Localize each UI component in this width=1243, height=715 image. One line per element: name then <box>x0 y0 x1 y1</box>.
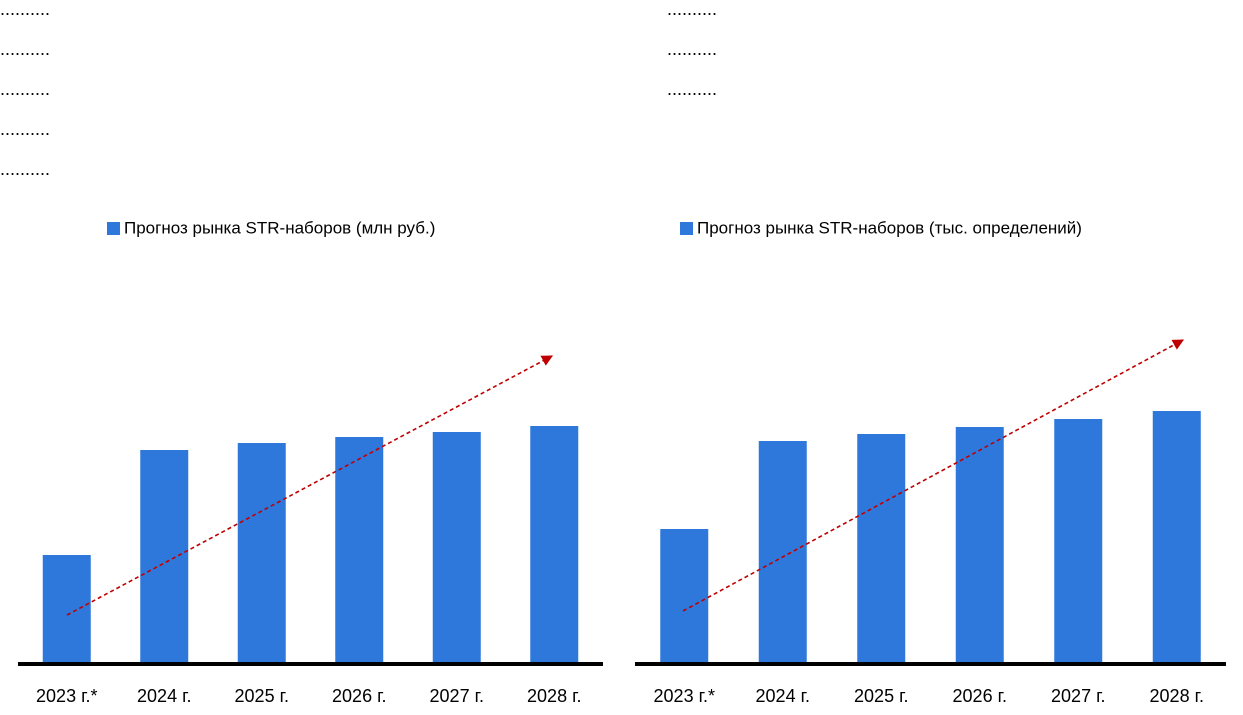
x-tick-label: 2024 г. <box>137 686 191 706</box>
bar <box>140 450 189 664</box>
placeholder-text: .......... <box>0 159 50 179</box>
placeholder-text: .......... <box>0 0 50 19</box>
bar <box>42 555 91 664</box>
bar <box>955 427 1004 664</box>
x-tick-label: 2024 г. <box>756 686 810 706</box>
bar <box>530 426 579 664</box>
placeholder-text: .......... <box>0 39 50 59</box>
bar <box>1152 411 1201 664</box>
legend-label: Прогноз рынка STR-наборов (млн руб.) <box>124 218 435 237</box>
trend-arrow <box>66 355 553 616</box>
x-tick-label: 2027 г. <box>430 686 484 706</box>
bar <box>1054 419 1103 664</box>
x-tick-label: 2028 г. <box>527 686 581 706</box>
x-tick-label: 2023 г.* <box>36 686 97 706</box>
bar <box>335 437 384 664</box>
legend-swatch <box>680 222 693 235</box>
placeholder-text: .......... <box>667 0 717 19</box>
placeholder-text: .......... <box>667 39 717 59</box>
placeholder-text: .......... <box>0 79 50 99</box>
x-tick-label: 2026 г. <box>332 686 386 706</box>
x-tick-label: 2025 г. <box>854 686 908 706</box>
x-tick-label: 2028 г. <box>1150 686 1204 706</box>
bar <box>758 441 807 664</box>
trend-arrow <box>682 339 1184 612</box>
bar <box>432 432 481 664</box>
bar <box>660 529 709 664</box>
x-tick-label: 2026 г. <box>953 686 1007 706</box>
placeholder-text: .......... <box>0 119 50 139</box>
bar <box>857 434 906 664</box>
legend-label: Прогноз рынка STR-наборов (тыс. определе… <box>697 218 1082 237</box>
x-tick-label: 2023 г.* <box>654 686 715 706</box>
bar <box>237 443 286 664</box>
placeholder-text: .......... <box>667 79 717 99</box>
x-tick-label: 2025 г. <box>235 686 289 706</box>
x-tick-label: 2027 г. <box>1051 686 1105 706</box>
legend-swatch <box>107 222 120 235</box>
